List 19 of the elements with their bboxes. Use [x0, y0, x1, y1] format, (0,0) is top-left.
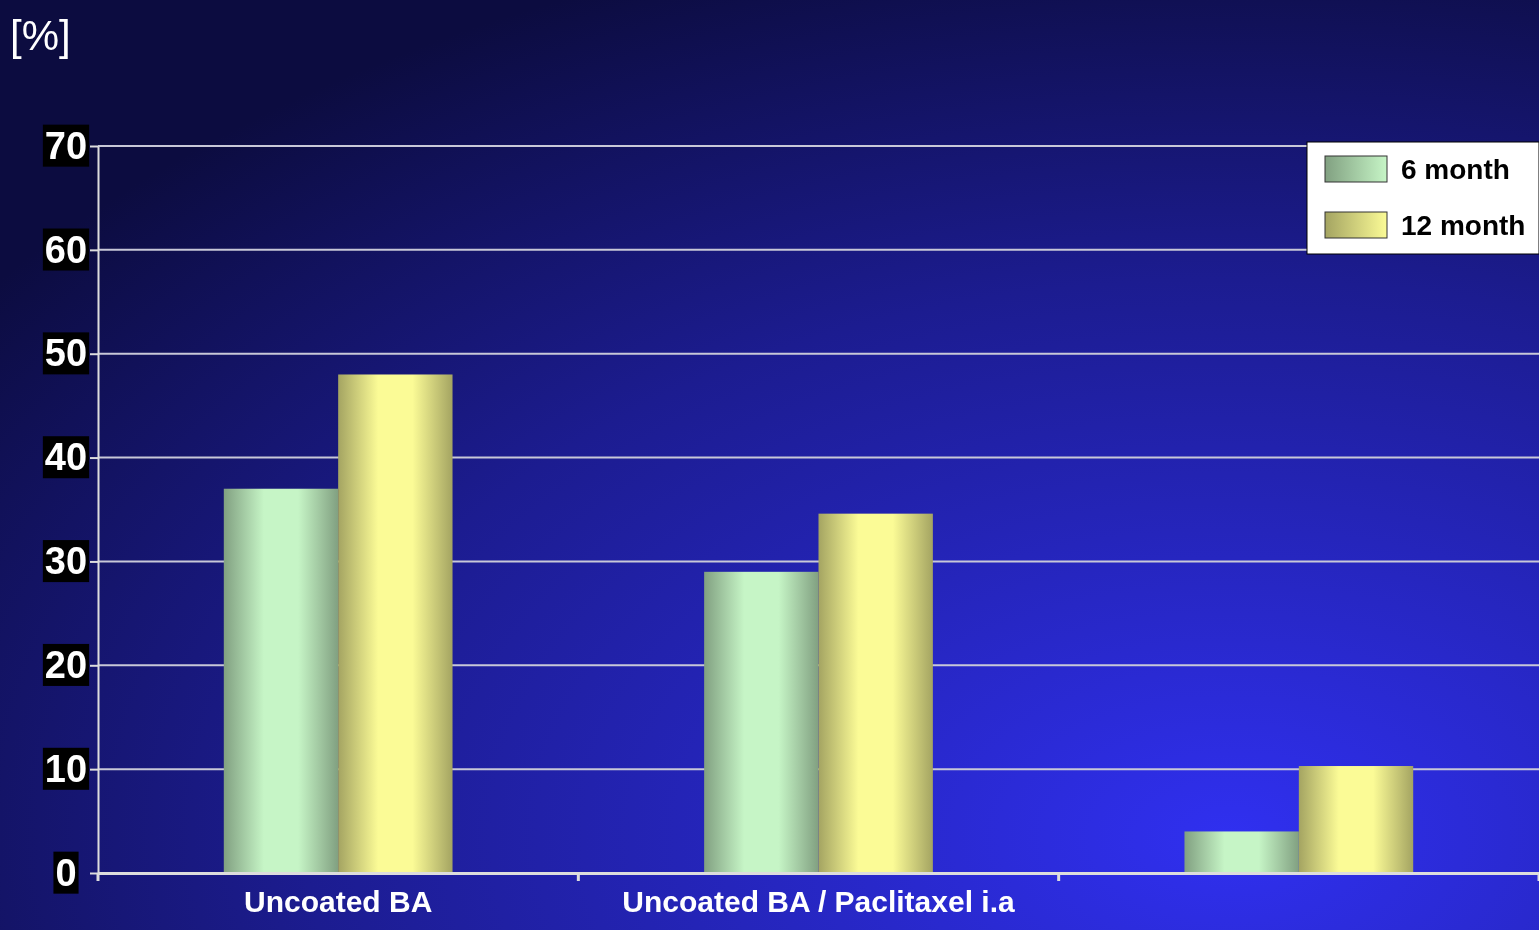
y-tick-label: 0 — [55, 851, 77, 894]
bar — [1298, 766, 1414, 873]
y-tick-label: 60 — [44, 228, 88, 271]
y-tick-label: 20 — [44, 643, 88, 686]
y-tick-label: 10 — [44, 747, 88, 790]
y-tick-label: 70 — [44, 124, 88, 167]
bar — [818, 513, 933, 873]
x-tick-label: Uncoated BA / Paclitaxel i.a — [622, 885, 1015, 918]
legend-label: 12 month — [1401, 210, 1526, 241]
y-tick-label: 30 — [44, 540, 88, 583]
bar — [704, 571, 819, 873]
bar — [338, 374, 453, 873]
bar — [1184, 831, 1299, 873]
x-tick-label: Uncoated BA — [243, 885, 433, 918]
legend-label: 6 month — [1401, 154, 1510, 185]
y-axis-title: [%] — [10, 12, 71, 59]
bar — [223, 488, 339, 873]
y-tick-label: 40 — [44, 436, 88, 479]
y-tick-label: 50 — [44, 332, 88, 375]
